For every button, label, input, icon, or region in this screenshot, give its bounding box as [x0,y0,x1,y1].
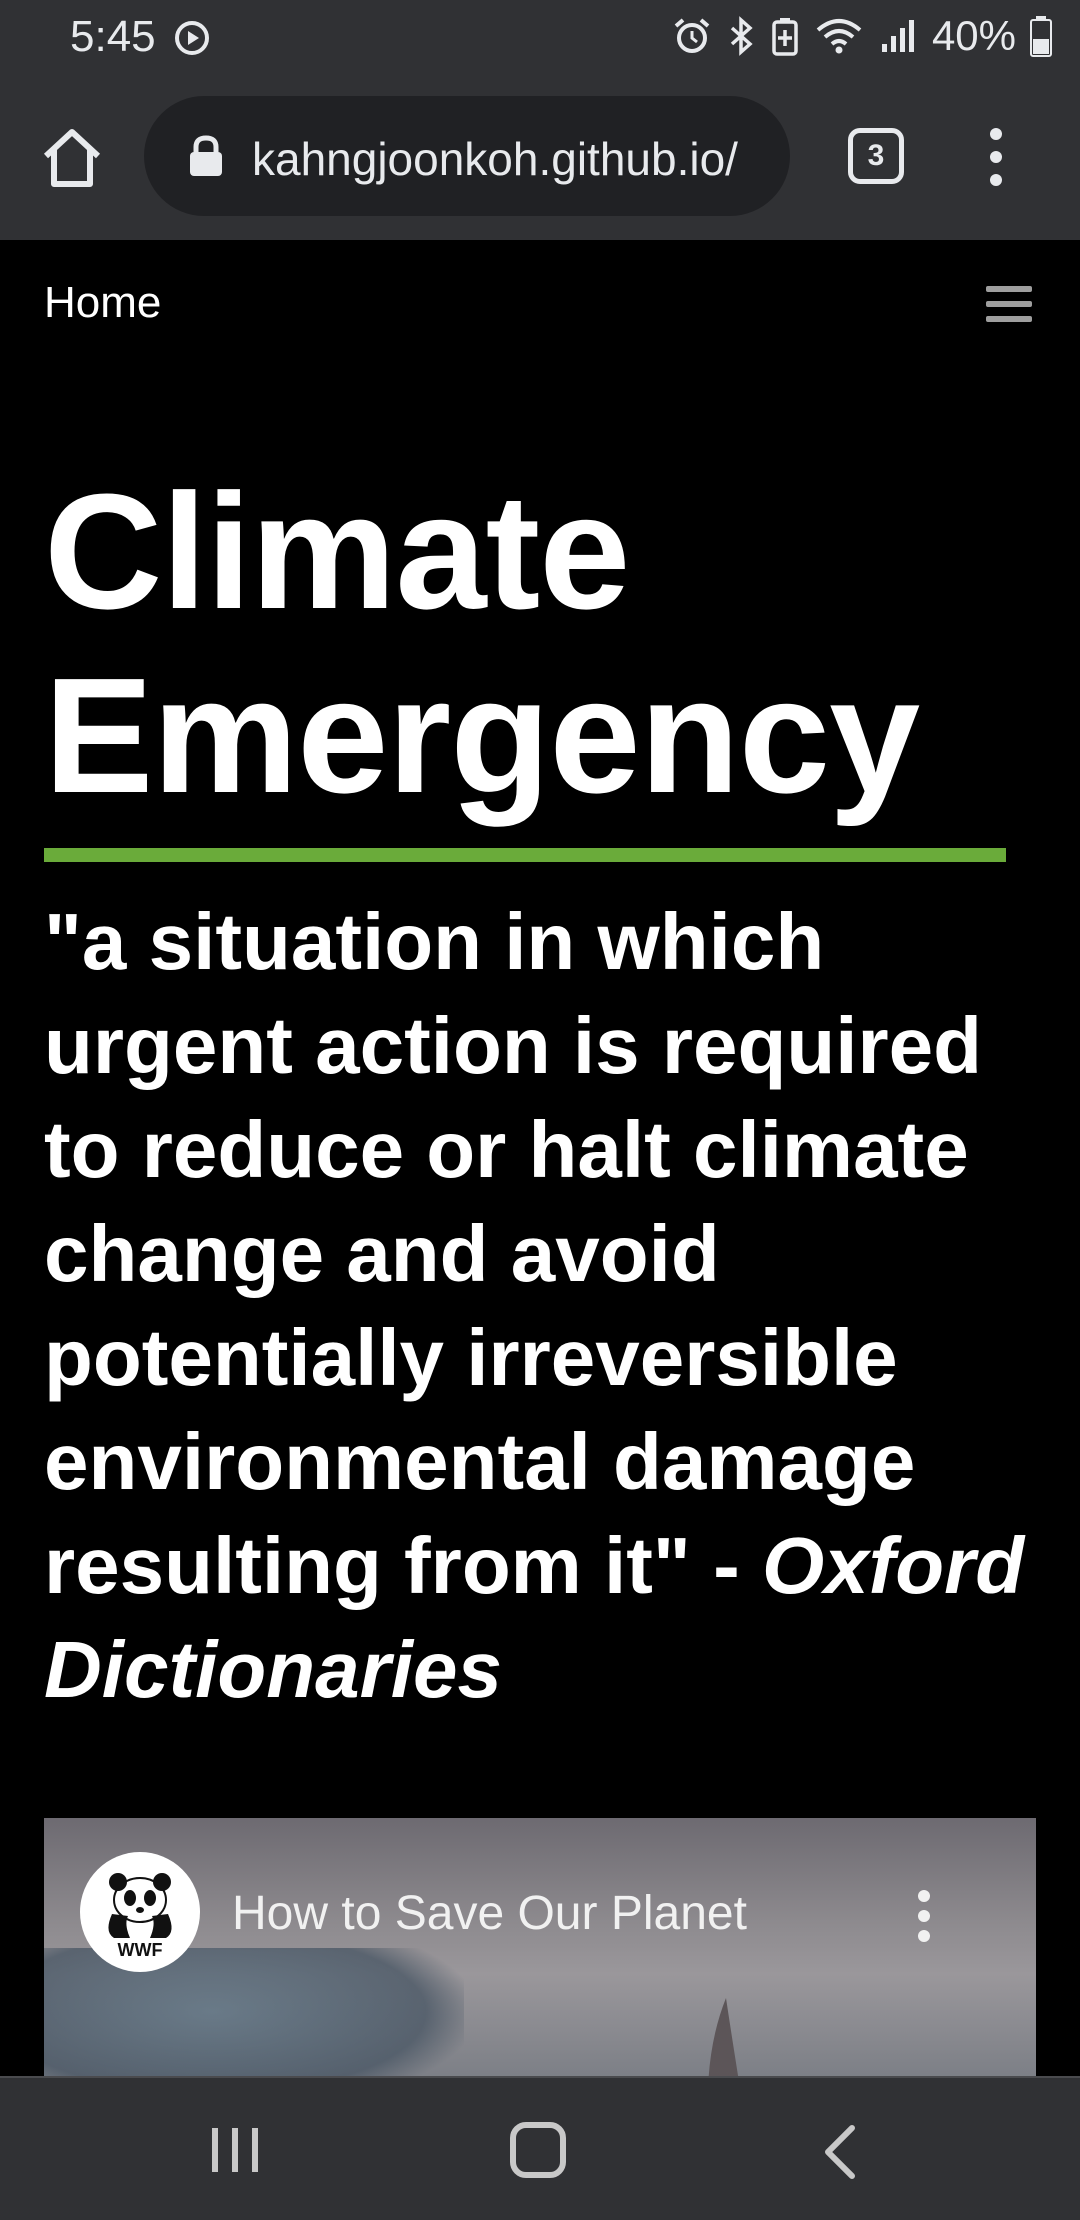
media-icon [175,21,209,55]
more-vert-icon[interactable] [976,122,1016,192]
hamburger-line [986,286,1032,292]
nav-home-link[interactable]: Home [44,278,162,327]
browser-toolbar: kahngjoonkoh.github.io/ 3 [0,72,1080,240]
tab-switcher-button[interactable]: 3 [848,128,904,184]
lock-icon [190,135,222,176]
status-icons: 40% [672,10,1052,62]
wwf-logo-text: WWF [118,1940,163,1960]
video-embed[interactable]: WWF How to Save Our Planet [44,1818,1036,2078]
title-underline [44,848,1006,862]
hamburger-icon[interactable] [986,286,1032,326]
hamburger-line [986,301,1032,307]
alarm-icon [674,18,710,53]
recents-icon[interactable] [208,2124,262,2176]
quote-text: "a situation in which urgent action is r… [44,897,982,1610]
home-icon[interactable] [36,122,108,194]
battery-icon [1030,16,1052,57]
signal-icon [881,20,914,52]
page-title-line2: Emergency [44,644,920,827]
quote-source: Oxford Dictionaries [44,1521,1025,1714]
url-text: kahngjoonkoh.github.io/ [252,133,738,185]
status-time: 5:45 [70,12,156,61]
panda-icon: WWF [108,1873,172,1960]
video-thumbnail-wave [44,1948,464,2078]
status-bar: 5:45 40% [0,0,1080,72]
home-icon[interactable] [510,2122,566,2178]
page-title: Climate Emergency [44,460,1044,828]
wifi-icon [816,19,862,54]
wwf-logo[interactable]: WWF [80,1852,200,1972]
system-nav-bar [0,2076,1080,2220]
back-icon[interactable] [820,2122,860,2182]
battery-saver-icon [772,18,798,56]
address-bar[interactable]: kahngjoonkoh.github.io/ [144,96,790,216]
bluetooth-icon [730,16,753,56]
site-nav: Home [0,240,1080,370]
page-title-line1: Climate [44,460,630,643]
definition-quote: "a situation in which urgent action is r… [44,890,1054,1722]
video-title[interactable]: How to Save Our Planet [232,1887,747,1940]
battery-percent: 40% [931,12,1016,59]
video-thumbnail-fin [708,1998,739,2078]
more-vert-icon[interactable] [914,1886,934,1946]
hamburger-line [986,316,1032,322]
